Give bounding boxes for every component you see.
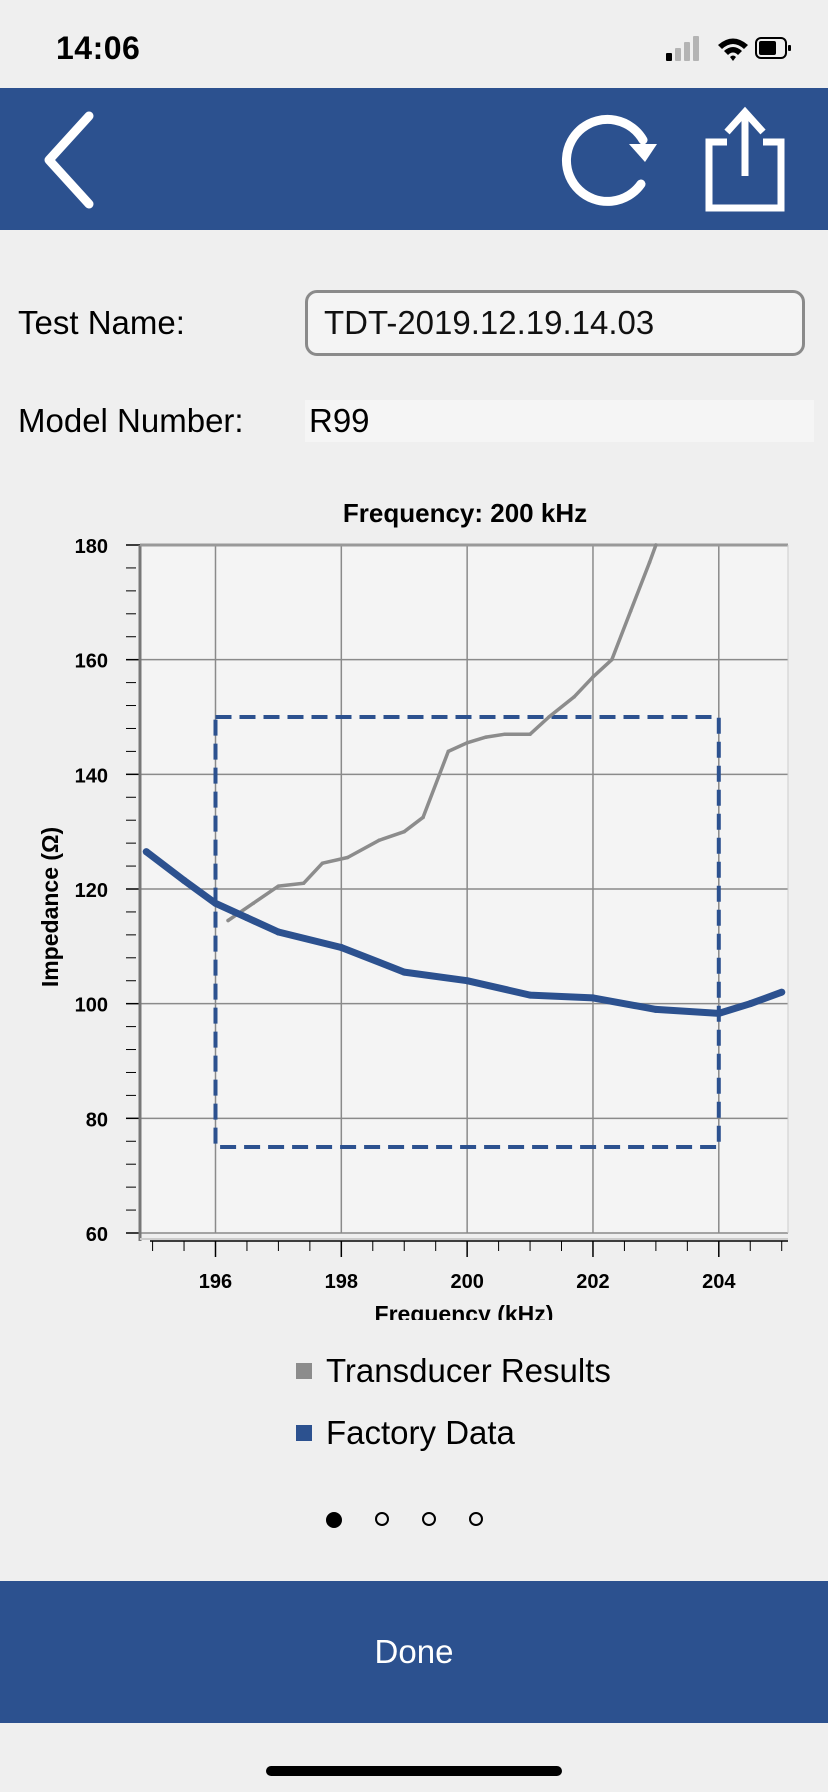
- share-icon: [705, 106, 785, 212]
- status-bar: 14:06: [0, 0, 828, 88]
- model-number-value: R99: [305, 400, 814, 442]
- x-tick-label: 198: [325, 1271, 358, 1293]
- x-axis-label: Frequency (kHz): [375, 1301, 554, 1320]
- data-point-factory-data: [337, 943, 345, 951]
- data-point-factory-data: [526, 991, 534, 999]
- chart-legend: Transducer Results Factory Data: [296, 1340, 611, 1464]
- data-point-transducer-results: [377, 838, 381, 843]
- status-time: 14:06: [56, 30, 141, 66]
- nav-bar: [0, 88, 828, 230]
- data-point-factory-data: [243, 914, 251, 922]
- legend-label-factory: Factory Data: [326, 1414, 515, 1451]
- data-point-factory-data: [715, 1009, 723, 1017]
- data-point-factory-data: [652, 1005, 660, 1013]
- refresh-icon: [561, 114, 657, 206]
- data-point-transducer-results: [276, 884, 281, 888]
- y-tick-label: 180: [75, 536, 108, 558]
- page-indicator[interactable]: [326, 1512, 483, 1528]
- data-point-transducer-results: [572, 695, 576, 699]
- data-point-transducer-results: [345, 855, 350, 860]
- data-point-transducer-results: [301, 881, 306, 886]
- y-axis-label: Impedance (Ω): [37, 827, 63, 987]
- model-number-label: Model Number:: [18, 402, 244, 439]
- x-tick-label: 196: [199, 1271, 232, 1293]
- legend-label-transducer: Transducer Results: [326, 1352, 611, 1389]
- y-tick-label: 160: [75, 651, 108, 673]
- y-tick-label: 100: [75, 995, 108, 1017]
- cellular-signal-icon: [666, 36, 699, 61]
- data-point-transducer-results: [628, 609, 633, 613]
- data-point-transducer-results: [647, 560, 652, 564]
- legend-swatch-factory: [296, 1425, 312, 1441]
- impedance-chart: 60 80 100 120 140 160 180 196 198 200 202 204 Frequ…: [37, 536, 789, 1320]
- data-point-factory-data: [589, 994, 597, 1002]
- data-point-factory-data: [400, 968, 408, 976]
- page-dot[interactable]: [326, 1512, 342, 1528]
- back-button[interactable]: [20, 88, 130, 230]
- data-point-transducer-results: [610, 657, 614, 662]
- test-name-field[interactable]: TDT-2019.12.19.14.03: [305, 290, 805, 356]
- page-dot[interactable]: [469, 1512, 483, 1526]
- data-point-transducer-results: [484, 735, 488, 739]
- y-tick-label: 80: [86, 1109, 108, 1131]
- data-point-transducer-results: [528, 732, 532, 736]
- page-dot[interactable]: [422, 1512, 436, 1526]
- data-point-transducer-results: [421, 815, 425, 820]
- data-point-factory-data: [778, 988, 786, 996]
- done-button[interactable]: Done: [0, 1581, 828, 1723]
- data-point-transducer-results: [320, 861, 325, 865]
- x-tick-label: 202: [576, 1271, 609, 1293]
- data-point-transducer-results: [503, 732, 507, 736]
- home-indicator: [266, 1766, 562, 1776]
- data-point-transducer-results: [402, 829, 406, 834]
- y-tick-label: 140: [75, 765, 108, 787]
- data-point-transducer-results: [591, 675, 595, 679]
- data-point-transducer-results: [251, 901, 255, 906]
- chart-title: Frequency: 200 kHz: [342, 498, 588, 528]
- test-name-label: Test Name:: [18, 304, 185, 341]
- data-point-transducer-results: [654, 543, 658, 547]
- legend-item-transducer: Transducer Results: [296, 1340, 611, 1402]
- data-point-transducer-results: [547, 715, 551, 719]
- data-point-factory-data: [211, 899, 219, 907]
- x-tick-label: 200: [450, 1271, 483, 1293]
- data-point-factory-data: [746, 1000, 754, 1008]
- page-dot[interactable]: [375, 1512, 389, 1526]
- data-point-transducer-results: [446, 749, 451, 754]
- refresh-button[interactable]: [552, 88, 672, 230]
- data-point-factory-data: [463, 977, 471, 985]
- legend-item-factory: Factory Data: [296, 1402, 611, 1464]
- series-line-factory-data: [142, 848, 786, 1017]
- data-point-factory-data: [274, 928, 282, 936]
- share-button[interactable]: [694, 88, 796, 230]
- y-tick-label: 60: [86, 1224, 108, 1246]
- data-point-factory-data: [180, 876, 188, 884]
- data-point-transducer-results: [226, 918, 230, 923]
- status-icons: [652, 34, 792, 64]
- chevron-left-icon: [44, 111, 94, 209]
- wifi-icon: [718, 38, 748, 61]
- y-tick-label: 120: [75, 880, 108, 902]
- data-point-factory-data: [142, 848, 150, 856]
- spec-limit-box: [213, 715, 721, 1149]
- battery-icon: [755, 37, 791, 59]
- legend-swatch-transducer: [296, 1363, 312, 1379]
- data-point-transducer-results: [465, 741, 469, 745]
- x-tick-label: 204: [702, 1271, 736, 1293]
